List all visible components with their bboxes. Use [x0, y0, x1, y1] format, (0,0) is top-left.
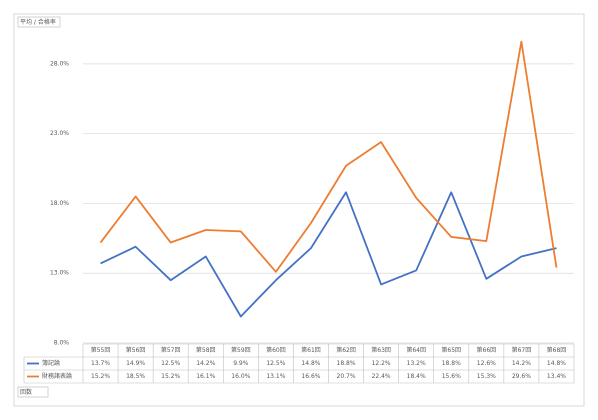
x-tick-label: 第64回 — [406, 346, 426, 354]
table-value: 18.8% — [442, 360, 461, 367]
table-value: 12.6% — [477, 360, 496, 367]
axis-field-button[interactable] — [17, 386, 49, 398]
table-value: 29.6% — [512, 373, 531, 380]
x-tick-label: 第59回 — [231, 346, 251, 354]
table-value: 15.2% — [91, 373, 110, 380]
x-tick-label: 第61回 — [301, 346, 321, 354]
table-value: 9.9% — [233, 360, 249, 367]
x-tick-label: 第58回 — [196, 346, 216, 354]
table-value: 13.4% — [547, 373, 566, 380]
table-value: 14.2% — [196, 360, 215, 367]
x-tick-label: 第57回 — [161, 346, 181, 354]
table-value: 15.2% — [161, 373, 180, 380]
x-tick-label: 第65回 — [441, 346, 461, 354]
table-value: 15.6% — [442, 373, 461, 380]
table-value: 16.1% — [196, 373, 215, 380]
y-tick-label: 8.0% — [54, 340, 70, 347]
y-tick-label: 18.0% — [50, 200, 69, 207]
table-value: 13.7% — [91, 360, 110, 367]
x-tick-label: 第56回 — [126, 346, 146, 354]
table-value: 14.8% — [301, 360, 320, 367]
table-value: 18.4% — [407, 373, 426, 380]
table-value: 22.4% — [372, 373, 391, 380]
axis-field-label[interactable]: 回数 — [20, 388, 32, 396]
table-value: 16.0% — [231, 373, 250, 380]
legend-label: 財務諸表論 — [42, 372, 72, 380]
table-value: 16.6% — [301, 373, 320, 380]
x-tick-label: 第55回 — [91, 346, 111, 354]
chart-frame — [13, 13, 585, 407]
x-tick-label: 第66回 — [477, 346, 497, 354]
table-value: 18.8% — [337, 360, 356, 367]
legend-label: 簿記論 — [42, 359, 60, 367]
y-tick-label: 23.0% — [50, 130, 69, 137]
table-value: 12.5% — [266, 360, 285, 367]
y-tick-label: 13.0% — [50, 270, 69, 277]
table-value: 13.2% — [407, 360, 426, 367]
x-tick-label: 第60回 — [266, 346, 286, 354]
table-value: 14.9% — [126, 360, 145, 367]
x-tick-label: 第63回 — [371, 346, 391, 354]
table-value: 12.2% — [372, 360, 391, 367]
series-line — [100, 191, 557, 318]
series-line — [99, 40, 558, 273]
x-tick-label: 第67回 — [512, 346, 532, 354]
field-label[interactable]: 平均 / 合格率 — [20, 18, 56, 26]
table-value: 14.8% — [547, 360, 566, 367]
table-value: 14.2% — [512, 360, 531, 367]
x-tick-label: 第68回 — [547, 346, 567, 354]
table-value: 15.3% — [477, 373, 496, 380]
table-value: 20.7% — [337, 373, 356, 380]
table-value: 18.5% — [126, 373, 145, 380]
table-value: 12.5% — [161, 360, 180, 367]
y-tick-label: 28.0% — [50, 60, 69, 67]
table-value: 13.1% — [266, 373, 285, 380]
x-tick-label: 第62回 — [336, 346, 356, 354]
field-button[interactable] — [17, 16, 61, 28]
